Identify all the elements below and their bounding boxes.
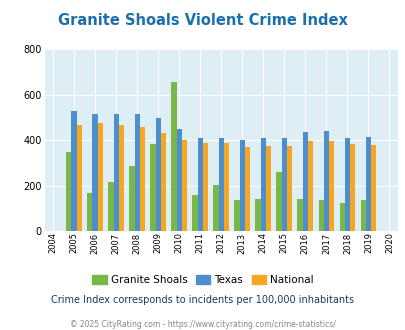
Text: Granite Shoals Violent Crime Index: Granite Shoals Violent Crime Index <box>58 13 347 28</box>
Bar <box>281 138 286 231</box>
Bar <box>66 152 71 231</box>
Bar <box>349 144 354 231</box>
Bar <box>307 141 313 231</box>
Bar <box>160 133 166 231</box>
Bar <box>344 138 349 231</box>
Bar <box>297 199 302 231</box>
Bar <box>260 138 265 231</box>
Bar <box>108 182 113 231</box>
Bar <box>302 132 307 231</box>
Bar <box>113 114 119 231</box>
Bar <box>181 140 187 231</box>
Legend: Granite Shoals, Texas, National: Granite Shoals, Texas, National <box>87 271 318 289</box>
Bar <box>318 200 323 231</box>
Bar <box>98 123 103 231</box>
Bar <box>71 111 77 231</box>
Bar <box>139 127 145 231</box>
Bar <box>192 195 197 231</box>
Bar <box>119 125 124 231</box>
Bar <box>239 140 244 231</box>
Bar <box>197 138 202 231</box>
Bar <box>234 200 239 231</box>
Bar <box>171 82 176 231</box>
Bar <box>134 114 139 231</box>
Bar <box>150 144 155 231</box>
Text: © 2025 CityRating.com - https://www.cityrating.com/crime-statistics/: © 2025 CityRating.com - https://www.city… <box>70 320 335 329</box>
Bar <box>218 138 223 231</box>
Bar <box>87 193 92 231</box>
Bar <box>255 199 260 231</box>
Bar <box>365 137 370 231</box>
Bar <box>339 203 344 231</box>
Bar <box>276 172 281 231</box>
Bar <box>360 200 365 231</box>
Bar <box>155 118 160 231</box>
Bar <box>129 166 134 231</box>
Bar <box>286 147 292 231</box>
Bar <box>202 143 208 231</box>
Text: Crime Index corresponds to incidents per 100,000 inhabitants: Crime Index corresponds to incidents per… <box>51 295 354 305</box>
Bar <box>265 146 271 231</box>
Bar <box>323 131 328 231</box>
Bar <box>328 141 333 231</box>
Bar <box>92 114 98 231</box>
Bar <box>213 185 218 231</box>
Bar <box>77 125 82 231</box>
Bar <box>370 145 375 231</box>
Bar <box>223 143 228 231</box>
Bar <box>244 147 249 231</box>
Bar <box>176 129 181 231</box>
